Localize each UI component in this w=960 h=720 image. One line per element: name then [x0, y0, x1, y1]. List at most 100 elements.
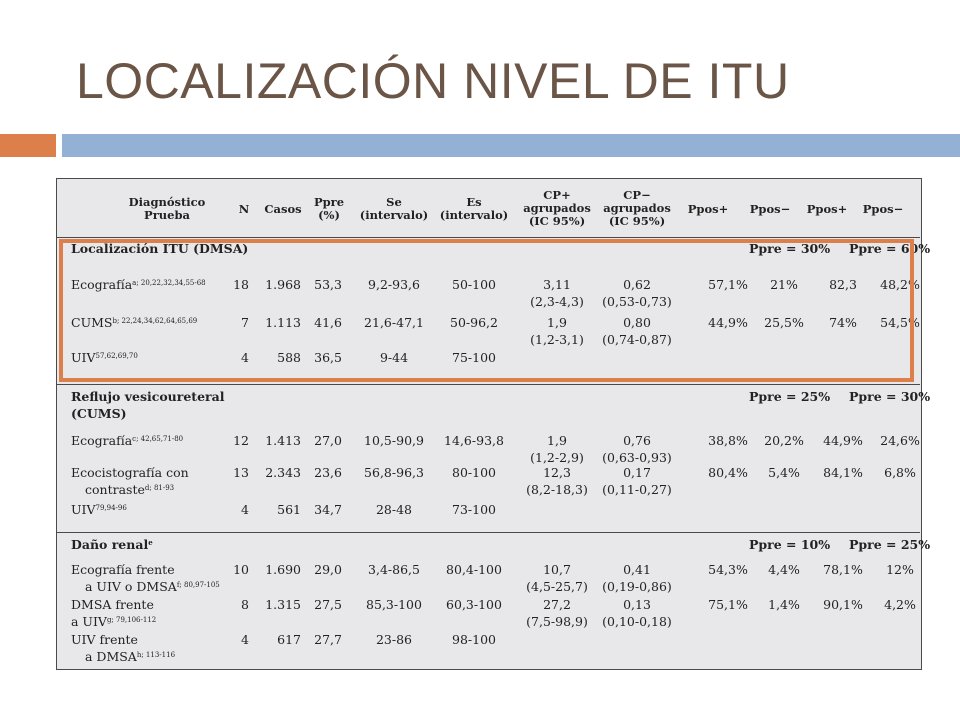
cell-n: 13: [233, 465, 249, 480]
section-heading-text: Daño renal: [71, 537, 149, 552]
row-label-text: UIV: [71, 350, 96, 365]
cell-es: 80-100: [452, 465, 496, 480]
header-ppos-plus-a: Ppos+: [687, 202, 729, 216]
cell-cpp: 3,11: [543, 277, 571, 292]
cell-cpm: 0,62: [623, 277, 651, 292]
cell-cpm-ic: (0,11-0,27): [602, 482, 672, 497]
row-label-line2-ref: f; 80,97-105: [176, 581, 220, 589]
cell-cpp-ic: (1,2-2,9): [530, 450, 584, 465]
cell-p2: 5,4%: [768, 465, 800, 480]
cell-cpp: 1,9: [547, 315, 567, 330]
cell-cpm: 0,41: [623, 562, 651, 577]
row-label: Ecografíac; 42,65,71-80: [71, 433, 183, 448]
row-label-text: DMSA frente: [71, 597, 154, 612]
section-heading: Reflujo vesicoureteral: [71, 389, 224, 404]
cell-casos: 2.343: [265, 465, 301, 480]
cell-casos: 1.413: [265, 433, 301, 448]
row-label-line2: contrasted; 81-93: [85, 482, 174, 497]
row-label-text: UIV frente: [71, 632, 138, 647]
header-n: N: [238, 202, 250, 216]
row-label-text: Ecografía frente: [71, 562, 175, 577]
cell-p3: 78,1%: [823, 562, 863, 577]
cell-p4: 54,5%: [880, 315, 920, 330]
header-cp-minus: CP− agrupados (IC 95%): [603, 188, 671, 228]
cell-n: 4: [241, 632, 249, 647]
row-label-line2-ref: h; 113-116: [136, 651, 176, 659]
cell-n: 10: [233, 562, 249, 577]
row-label: DMSA frente: [71, 597, 154, 612]
cell-casos: 1.690: [265, 562, 301, 577]
cell-es: 73-100: [452, 502, 496, 517]
cell-se: 28-48: [375, 502, 413, 517]
cell-es: 98-100: [452, 632, 496, 647]
cell-se: 9,2-93,6: [368, 277, 420, 292]
cell-es: 60,3-100: [446, 597, 502, 612]
cell-n: 12: [233, 433, 249, 448]
cell-se: 23-86: [375, 632, 413, 647]
section-heading-sup: e: [148, 538, 153, 547]
cell-cpp: 10,7: [543, 562, 571, 577]
cell-n: 4: [241, 350, 249, 365]
row-label-line2: a UIVg; 79,106-112: [71, 614, 156, 629]
cell-cpm-ic: (0,53-0,73): [602, 294, 672, 309]
cell-cpm-ic: (0,19-0,86): [602, 579, 672, 594]
section-heading: Localización ITU (DMSA): [71, 241, 248, 256]
row-label-line2-text: a UIV: [71, 614, 107, 629]
row-label-line2: a UIV o DMSAf; 80,97-105: [85, 579, 220, 594]
header-se: Se (intervalo): [359, 195, 429, 222]
cell-p2: 25,5%: [764, 315, 804, 330]
header-casos: Casos: [264, 202, 302, 216]
cell-p1: 57,1%: [708, 277, 748, 292]
row-label-line2-ref: g; 79,106-112: [106, 616, 157, 624]
cell-p3: 82,3: [829, 277, 857, 292]
accent-bar-orange: [0, 134, 56, 157]
cell-es: 50-100: [452, 277, 496, 292]
row-label-line2: a DMSAh; 113-116: [85, 649, 175, 664]
row-label-text: Ecografía: [71, 277, 133, 292]
cell-ppre: 23,6: [314, 465, 342, 480]
cell-cpp-ic: (8,2-18,3): [526, 482, 588, 497]
table-header: Diagnóstico Prueba N Casos Ppre (%) Se (int…: [57, 179, 920, 238]
ppre-label-b: Ppre = 25%: [849, 537, 931, 552]
cell-se: 21,6-47,1: [364, 315, 424, 330]
cell-p2: 20,2%: [764, 433, 804, 448]
cell-p4: 24,6%: [880, 433, 920, 448]
row-label-line2-text: a DMSA: [85, 649, 137, 664]
cell-p1: 44,9%: [708, 315, 748, 330]
row-label: UIV57,62,69,70: [71, 350, 138, 365]
row-label: UIV frente: [71, 632, 138, 647]
cell-p1: 54,3%: [708, 562, 748, 577]
cell-cpp-ic: (4,5-25,7): [526, 579, 588, 594]
cell-casos: 588: [277, 350, 301, 365]
cell-casos: 561: [277, 502, 301, 517]
cell-p4: 48,2%: [880, 277, 920, 292]
row-label-ref: 57,62,69,70: [95, 352, 138, 360]
section-heading: Daño renale: [71, 537, 153, 552]
row-label-text: Ecografía: [71, 433, 133, 448]
cell-es: 80,4-100: [446, 562, 502, 577]
cell-cpp-ic: (7,5-98,9): [526, 614, 588, 629]
section-divider: [57, 532, 920, 533]
cell-se: 85,3-100: [366, 597, 422, 612]
row-label-line2-text: a UIV o DMSA: [85, 579, 177, 594]
cell-n: 4: [241, 502, 249, 517]
diagnostic-table: Diagnóstico Prueba N Casos Ppre (%) Se (int…: [56, 178, 930, 670]
section-divider: [57, 384, 920, 385]
cell-p2: 4,4%: [768, 562, 800, 577]
cell-se: 9-44: [379, 350, 409, 365]
row-label: Ecocistografía con: [71, 465, 189, 480]
cell-p2: 21%: [770, 277, 798, 292]
cell-es: 50-96,2: [450, 315, 498, 330]
cell-ppre: 36,5: [314, 350, 342, 365]
cell-cpp: 27,2: [543, 597, 571, 612]
cell-cpp: 1,9: [547, 433, 567, 448]
cell-ppre: 29,0: [314, 562, 342, 577]
row-label: CUMSb; 22,24,34,62,64,65,69: [71, 315, 197, 330]
cell-p1: 80,4%: [708, 465, 748, 480]
cell-p4: 4,2%: [884, 597, 916, 612]
cell-p4: 12%: [886, 562, 914, 577]
row-label-ref: b; 22,24,34,62,64,65,69: [112, 317, 198, 325]
cell-p3: 90,1%: [823, 597, 863, 612]
ppre-label-a: Ppre = 30%: [749, 241, 831, 256]
ppre-label-b: Ppre = 30%: [849, 389, 931, 404]
